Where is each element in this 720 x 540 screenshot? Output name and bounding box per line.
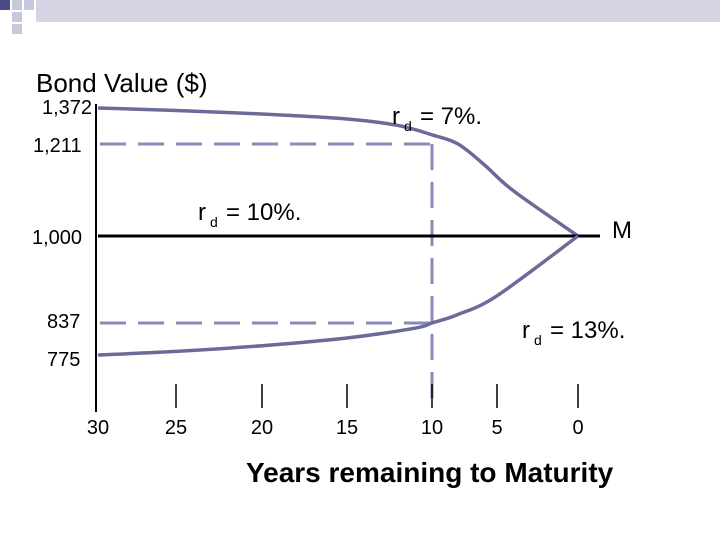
deco-square-dark-1 [0, 0, 10, 10]
series-group [97, 106, 600, 357]
x-tick-label: 20 [251, 417, 273, 439]
reference-lines [100, 142, 434, 408]
deco-square-light-1 [12, 0, 22, 10]
x-tick-label: 10 [421, 417, 443, 439]
y-tick-label: 1,000 [32, 227, 82, 249]
x-tick-label: 15 [336, 417, 358, 439]
series-label-7-sub: d [404, 118, 412, 134]
maturity-label: M [612, 217, 632, 244]
chart-title: Bond Value ($) [36, 68, 208, 98]
series-label-13: r d = 13%. [522, 317, 625, 348]
series-label-7-text: = 7%. [420, 103, 482, 130]
series-label-10-r: r [198, 199, 206, 226]
series-line-13 [97, 234, 580, 357]
series-label-10-text: = 10%. [226, 199, 301, 226]
series-line-7 [97, 106, 580, 238]
series-label-13-text: = 13%. [550, 317, 625, 344]
y-tick-label: 775 [47, 349, 80, 371]
deco-square-light-3 [12, 12, 22, 22]
x-tick-label: 0 [572, 417, 583, 439]
series-label-10: r d = 10%. [198, 199, 301, 230]
x-tick-label: 30 [87, 417, 109, 439]
y-tick-label: 1,372 [42, 97, 92, 119]
ticks-group: 1,372 1,211 1,000 837 775 30 25 20 15 10 5 0 [32, 97, 584, 439]
series-label-13-sub: d [534, 332, 542, 348]
x-tick-label: 5 [491, 417, 502, 439]
slide-header-decoration [0, 0, 720, 34]
y-tick-label: 1,211 [33, 135, 82, 157]
series-label-7: r d = 7%. [392, 103, 482, 134]
deco-square-light-2 [24, 0, 34, 10]
x-axis-label: Years remaining to Maturity [246, 457, 614, 488]
series-label-13-r: r [522, 317, 530, 344]
deco-header-bar [36, 0, 720, 22]
series-label-7-r: r [392, 103, 400, 130]
x-tick-label: 25 [165, 417, 187, 439]
y-tick-label: 837 [47, 311, 80, 333]
series-label-10-sub: d [210, 214, 218, 230]
deco-square-light-4 [12, 24, 22, 34]
